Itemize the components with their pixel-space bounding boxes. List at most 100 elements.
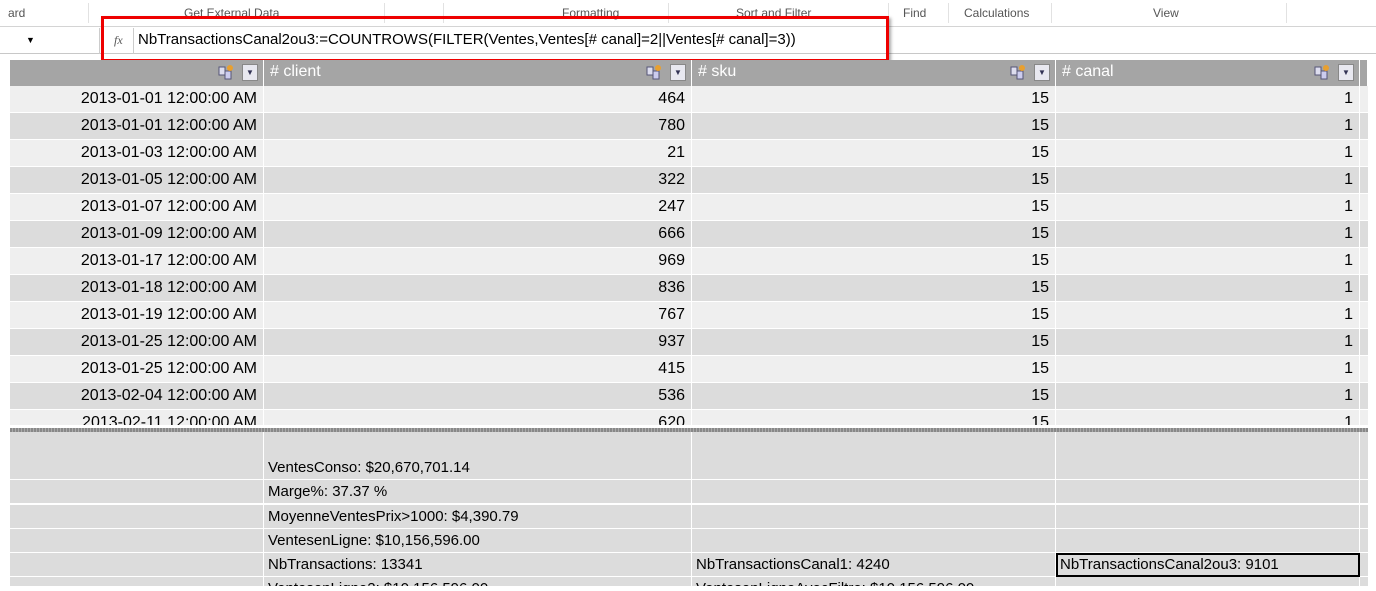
table-cell[interactable]: 2013-01-25 12:00:00 AM bbox=[10, 356, 264, 383]
table-cell[interactable]: 1 bbox=[1056, 194, 1360, 221]
table-cell[interactable]: 15 bbox=[692, 113, 1056, 140]
table-cell[interactable] bbox=[1360, 194, 1373, 221]
relationship-icon[interactable] bbox=[646, 64, 662, 80]
table-cell[interactable]: 415 bbox=[264, 356, 692, 383]
measure-cell[interactable]: VentesenLigne: $10,156,596.00 bbox=[264, 528, 692, 553]
measure-cell[interactable] bbox=[10, 528, 264, 553]
table-cell[interactable]: 1 bbox=[1056, 140, 1360, 167]
table-cell[interactable] bbox=[1360, 167, 1373, 194]
table-cell[interactable]: 1 bbox=[1056, 383, 1360, 410]
column-header-client[interactable]: # client ▼ bbox=[264, 60, 692, 86]
measure-cell[interactable] bbox=[1056, 528, 1360, 553]
table-cell[interactable]: 2013-01-07 12:00:00 AM bbox=[10, 194, 264, 221]
measure-cell[interactable] bbox=[264, 432, 692, 456]
table-cell[interactable] bbox=[1360, 410, 1368, 425]
table-cell[interactable]: 2013-02-04 12:00:00 AM bbox=[10, 383, 264, 410]
measure-cell[interactable] bbox=[1056, 456, 1360, 481]
table-cell[interactable]: 969 bbox=[264, 248, 692, 275]
filter-dropdown[interactable]: ▼ bbox=[670, 64, 686, 81]
table-cell[interactable]: 15 bbox=[692, 302, 1056, 329]
table-cell[interactable]: 620 bbox=[264, 410, 692, 425]
column-header-sku[interactable]: # sku ▼ bbox=[692, 60, 1056, 86]
table-cell[interactable]: 15 bbox=[692, 356, 1056, 383]
measure-cell[interactable]: VentesConso: $20,670,701.14 bbox=[264, 456, 692, 481]
formula-input[interactable]: NbTransactionsCanal2ou3:=COUNTROWS(FILTE… bbox=[138, 31, 796, 48]
measure-cell[interactable] bbox=[1056, 504, 1360, 529]
table-cell[interactable]: 464 bbox=[264, 86, 692, 113]
name-box[interactable]: ▼ bbox=[0, 28, 100, 54]
measure-cell[interactable] bbox=[10, 553, 264, 577]
table-cell[interactable]: 937 bbox=[264, 329, 692, 356]
table-cell[interactable]: 1 bbox=[1056, 113, 1360, 140]
table-cell[interactable]: 15 bbox=[692, 221, 1056, 248]
table-cell[interactable]: 2013-01-19 12:00:00 AM bbox=[10, 302, 264, 329]
table-cell[interactable]: 2013-01-18 12:00:00 AM bbox=[10, 275, 264, 302]
selected-measure-cell[interactable]: NbTransactionsCanal2ou3: 9101 bbox=[1056, 553, 1360, 577]
table-cell[interactable]: 2013-02-11 12:00:00 AM bbox=[10, 410, 264, 425]
table-cell[interactable]: 1 bbox=[1056, 167, 1360, 194]
table-cell[interactable]: 2013-01-01 12:00:00 AM bbox=[10, 113, 264, 140]
relationship-icon[interactable] bbox=[1010, 64, 1026, 80]
table-cell[interactable]: 1 bbox=[1056, 302, 1360, 329]
table-cell[interactable]: 1 bbox=[1056, 356, 1360, 383]
table-cell[interactable]: 836 bbox=[264, 275, 692, 302]
table-cell[interactable]: 1 bbox=[1056, 329, 1360, 356]
chevron-down-icon[interactable]: ▼ bbox=[26, 35, 35, 45]
measure-cell[interactable] bbox=[1056, 480, 1360, 505]
measure-cell[interactable]: MoyenneVentesPrix>1000: $4,390.79 bbox=[264, 504, 692, 529]
table-cell[interactable] bbox=[1360, 275, 1373, 302]
measure-cell[interactable] bbox=[692, 432, 1056, 456]
table-cell[interactable]: 1 bbox=[1056, 275, 1360, 302]
measure-cell[interactable] bbox=[10, 432, 264, 456]
grid-splitter[interactable] bbox=[10, 428, 1368, 432]
relationship-icon[interactable] bbox=[218, 64, 234, 80]
table-cell[interactable]: 1 bbox=[1056, 248, 1360, 275]
table-cell[interactable] bbox=[1360, 248, 1373, 275]
filter-dropdown[interactable]: ▼ bbox=[1034, 64, 1050, 81]
measure-cell[interactable] bbox=[692, 456, 1056, 481]
fx-icon[interactable]: fx bbox=[114, 33, 123, 47]
measure-cell[interactable] bbox=[10, 577, 264, 587]
measure-cell[interactable] bbox=[692, 480, 1056, 505]
measure-cell[interactable] bbox=[10, 480, 264, 505]
column-header-next[interactable] bbox=[1360, 60, 1368, 86]
table-cell[interactable]: 2013-01-01 12:00:00 AM bbox=[10, 86, 264, 113]
table-cell[interactable] bbox=[1360, 329, 1373, 356]
measure-cell[interactable]: NbTransactions: 13341 bbox=[264, 553, 692, 577]
table-cell[interactable]: 1 bbox=[1056, 410, 1360, 425]
measure-cell[interactable] bbox=[10, 504, 264, 529]
table-cell[interactable]: 767 bbox=[264, 302, 692, 329]
table-cell[interactable]: 666 bbox=[264, 221, 692, 248]
table-cell[interactable] bbox=[1360, 140, 1373, 167]
measure-cell[interactable] bbox=[10, 456, 264, 481]
table-cell[interactable] bbox=[1360, 302, 1373, 329]
table-cell[interactable]: 780 bbox=[264, 113, 692, 140]
table-cell[interactable]: 15 bbox=[692, 329, 1056, 356]
table-cell[interactable]: 536 bbox=[264, 383, 692, 410]
table-cell[interactable]: 15 bbox=[692, 194, 1056, 221]
table-cell[interactable]: 21 bbox=[264, 140, 692, 167]
table-cell[interactable]: 2013-01-03 12:00:00 AM bbox=[10, 140, 264, 167]
measure-cell[interactable] bbox=[1056, 432, 1360, 456]
table-cell[interactable] bbox=[1360, 113, 1373, 140]
table-cell[interactable]: 1 bbox=[1056, 86, 1360, 113]
measure-cell[interactable] bbox=[692, 528, 1056, 553]
table-cell[interactable]: 322 bbox=[264, 167, 692, 194]
filter-dropdown[interactable]: ▼ bbox=[242, 64, 258, 81]
measure-cell[interactable]: NbTransactionsCanal1: 4240 bbox=[692, 553, 1056, 577]
table-cell[interactable]: 15 bbox=[692, 248, 1056, 275]
table-cell[interactable]: 15 bbox=[692, 383, 1056, 410]
column-header-date[interactable]: ▼ bbox=[10, 60, 264, 86]
table-cell[interactable]: 2013-01-09 12:00:00 AM bbox=[10, 221, 264, 248]
measure-cell[interactable] bbox=[1056, 577, 1360, 587]
table-cell[interactable] bbox=[1360, 383, 1373, 410]
table-cell[interactable]: 15 bbox=[692, 275, 1056, 302]
table-cell[interactable]: 247 bbox=[264, 194, 692, 221]
table-cell[interactable]: 15 bbox=[692, 86, 1056, 113]
column-header-canal[interactable]: # canal ▼ bbox=[1056, 60, 1360, 86]
measure-cell[interactable]: Marge%: 37.37 % bbox=[264, 480, 692, 505]
relationship-icon[interactable] bbox=[1314, 64, 1330, 80]
table-cell[interactable] bbox=[1360, 86, 1373, 113]
table-cell[interactable]: 15 bbox=[692, 140, 1056, 167]
table-cell[interactable]: 15 bbox=[692, 167, 1056, 194]
